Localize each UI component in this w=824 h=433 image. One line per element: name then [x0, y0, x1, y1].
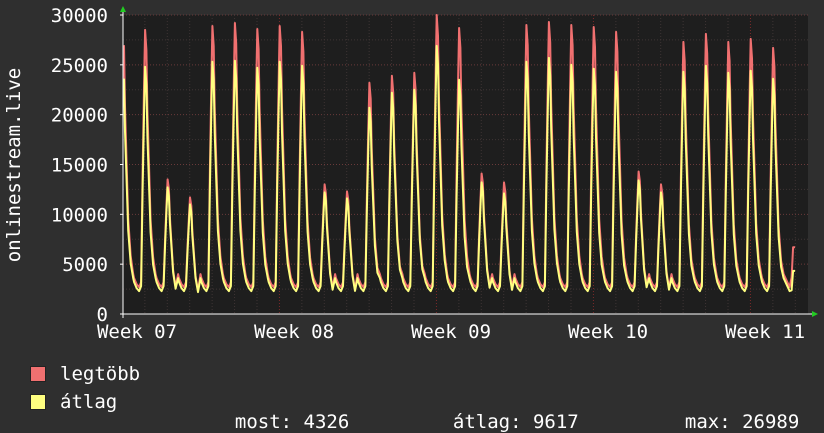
y-tick-label: 20000: [51, 105, 108, 127]
legend-label-avg: átlag: [60, 391, 118, 413]
stat-current-value: 4326: [303, 411, 350, 433]
stat-current: most: 4326: [212, 389, 349, 433]
x-tick-label: Week 08: [254, 321, 334, 343]
y-tick-label: 25000: [51, 55, 108, 77]
stat-maximum-label: max:: [684, 411, 731, 433]
x-tick-label: Week 11: [725, 321, 805, 343]
stat-average: átlag: 9617: [430, 389, 579, 433]
legend-swatch-max: [30, 366, 46, 382]
legend-item-max: legtöbb: [30, 363, 140, 385]
stat-maximum-value: 26989: [742, 411, 800, 433]
y-tick-label: 10000: [51, 204, 108, 226]
x-tick-labels: Week 07 Week 08 Week 09 Week 10 Week 11: [97, 321, 805, 343]
stat-average-value: 9617: [532, 411, 579, 433]
axes: [120, 6, 818, 318]
y-axis-label: onlinestream.live: [3, 68, 25, 262]
y-tick-label: 5000: [62, 254, 108, 276]
stat-current-label: most:: [234, 411, 293, 433]
stat-average-label: átlag:: [452, 411, 522, 433]
y-axis-arrow: [120, 6, 126, 12]
x-tick-label: Week 09: [411, 321, 491, 343]
y-tick-label: 0: [97, 304, 108, 326]
legend-label-max: legtöbb: [60, 363, 141, 385]
x-axis-arrow: [812, 311, 818, 317]
y-tick-label: 30000: [51, 5, 108, 27]
x-tick-label: Week 10: [568, 321, 648, 343]
line-avg: [123, 44, 796, 294]
series-avg: [123, 44, 796, 294]
y-tick-labels: 0 5000 10000 15000 20000 25000 30000: [51, 5, 108, 326]
legend-swatch-avg: [30, 394, 46, 410]
y-tick-label: 15000: [51, 155, 108, 177]
x-tick-label: Week 07: [97, 321, 177, 343]
legend-item-avg: átlag: [30, 391, 117, 413]
stat-maximum: max: 26989: [662, 389, 799, 433]
